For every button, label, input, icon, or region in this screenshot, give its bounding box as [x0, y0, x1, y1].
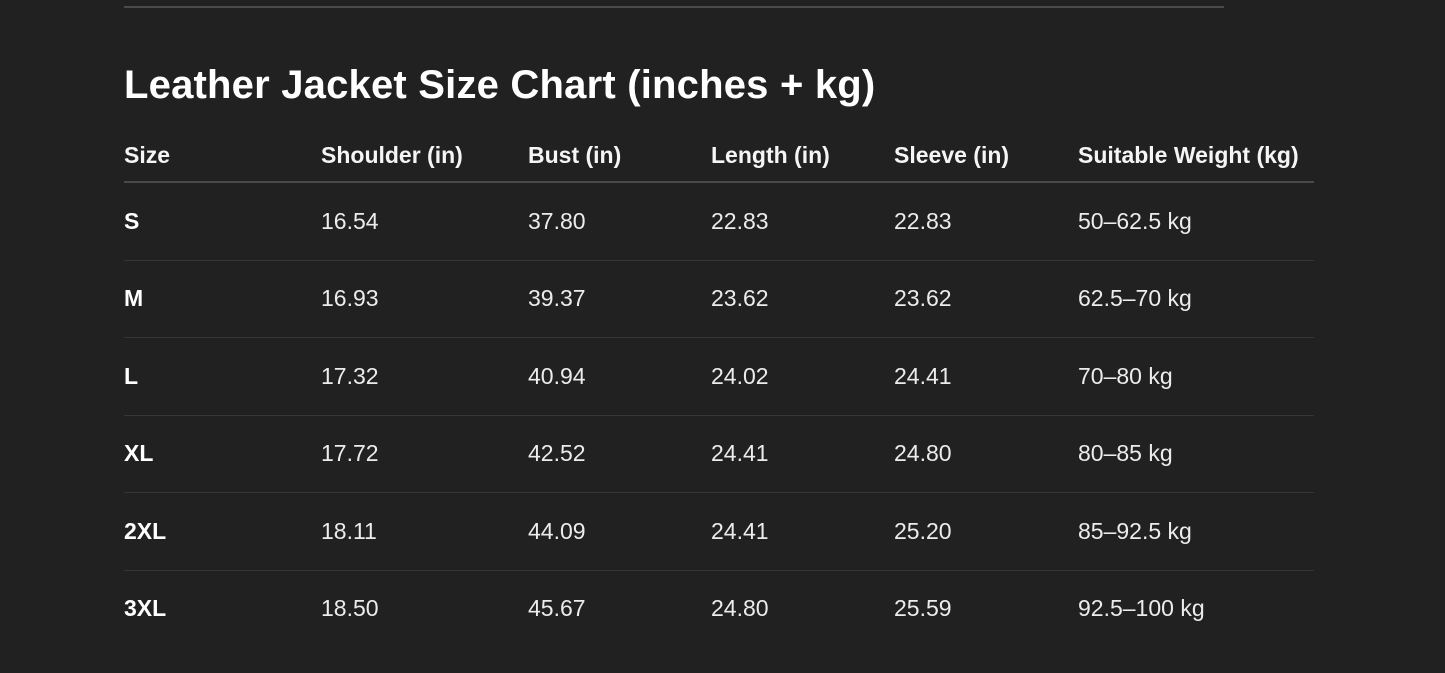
cell-length: 23.62	[711, 260, 894, 338]
cell-bust: 40.94	[528, 337, 711, 416]
table-row: 3XL 18.50 45.67 24.80 25.59 92.5–100 kg	[124, 570, 1314, 647]
size-chart-table: Size Shoulder (in) Bust (in) Length (in) Sle…	[124, 130, 1314, 647]
column-header-length: Length (in)	[711, 130, 894, 183]
cell-shoulder: 17.32	[321, 337, 528, 416]
cell-sleeve: 25.20	[894, 492, 1078, 571]
cell-size: 3XL	[124, 595, 167, 622]
cell-weight: 80–85 kg	[1078, 415, 1314, 493]
top-divider	[124, 6, 1224, 8]
cell-length: 24.80	[711, 595, 769, 622]
cell-sleeve: 24.80	[894, 415, 1078, 493]
table-row: 2XL 18.11 44.09 24.41 25.20 85–92.5 kg	[124, 492, 1314, 571]
cell-shoulder: 16.93	[321, 260, 528, 338]
cell-size: 2XL	[124, 492, 321, 571]
column-header-sleeve: Sleeve (in)	[894, 130, 1078, 183]
cell-shoulder: 18.11	[321, 492, 528, 571]
column-header-bust: Bust (in)	[528, 130, 711, 183]
cell-bust: 37.80	[528, 182, 711, 261]
cell-sleeve: 22.83	[894, 182, 1078, 261]
table-header-row: Size Shoulder (in) Bust (in) Length (in) Sle…	[124, 130, 1314, 183]
cell-weight: 62.5–70 kg	[1078, 260, 1314, 338]
cell-shoulder: 18.50	[321, 595, 379, 622]
page-title: Leather Jacket Size Chart (inches + kg)	[124, 63, 876, 107]
cell-weight: 92.5–100 kg	[1078, 595, 1205, 622]
table-row: S 16.54 37.80 22.83 22.83 50–62.5 kg	[124, 182, 1314, 261]
table-row: XL 17.72 42.52 24.41 24.80 80–85 kg	[124, 415, 1314, 493]
cell-sleeve: 25.59	[894, 595, 952, 622]
cell-length: 22.83	[711, 182, 894, 261]
cell-weight: 70–80 kg	[1078, 337, 1314, 416]
column-header-weight: Suitable Weight (kg)	[1078, 130, 1314, 183]
table-row: M 16.93 39.37 23.62 23.62 62.5–70 kg	[124, 260, 1314, 338]
column-header-size: Size	[124, 130, 321, 183]
cell-bust: 39.37	[528, 260, 711, 338]
cell-shoulder: 16.54	[321, 182, 528, 261]
cell-size: S	[124, 182, 321, 261]
cell-weight: 50–62.5 kg	[1078, 182, 1314, 261]
cell-size: XL	[124, 415, 321, 493]
cell-size: M	[124, 260, 321, 338]
cell-bust: 42.52	[528, 415, 711, 493]
cell-weight: 85–92.5 kg	[1078, 492, 1314, 571]
cell-length: 24.02	[711, 337, 894, 416]
cell-length: 24.41	[711, 415, 894, 493]
cell-size: L	[124, 337, 321, 416]
cell-sleeve: 23.62	[894, 260, 1078, 338]
cell-bust: 45.67	[528, 595, 586, 622]
cell-shoulder: 17.72	[321, 415, 528, 493]
cell-length: 24.41	[711, 492, 894, 571]
cell-sleeve: 24.41	[894, 337, 1078, 416]
column-header-shoulder: Shoulder (in)	[321, 130, 528, 183]
table-row: L 17.32 40.94 24.02 24.41 70–80 kg	[124, 337, 1314, 416]
cell-bust: 44.09	[528, 492, 711, 571]
